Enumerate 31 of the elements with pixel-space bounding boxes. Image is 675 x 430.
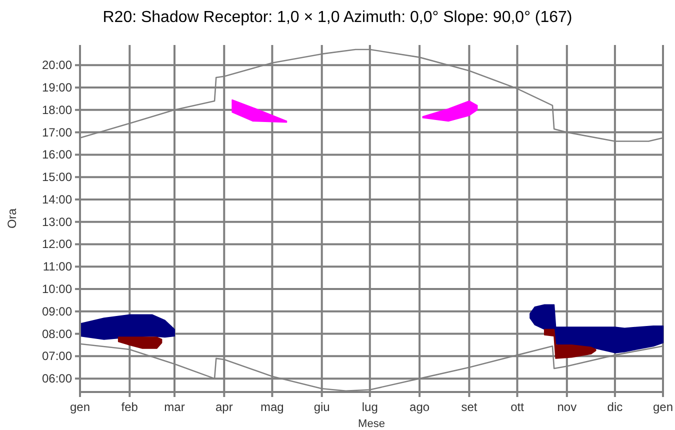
chart-title: R20: Shadow Receptor: 1,0 × 1,0 Azimuth: 0,0° Slope: 90,0° (167) [102, 9, 572, 26]
x-tick-label: ott [510, 400, 525, 414]
y-tick-label: 10:00 [42, 282, 72, 296]
y-tick-label: 14:00 [42, 192, 72, 206]
x-tick-label: apr [215, 400, 233, 414]
x-axis-title: Mese [358, 418, 385, 430]
x-tick-label: dic [607, 400, 623, 414]
x-tick-label: mar [164, 400, 185, 414]
y-tick-label: 07:00 [42, 349, 72, 364]
x-tick-label: set [461, 400, 478, 414]
x-tick-label: mag [260, 400, 284, 414]
y-tick-label: 15:00 [42, 170, 72, 184]
x-tick-label: gen [70, 400, 90, 414]
y-tick-label: 16:00 [42, 148, 72, 162]
y-tick-label: 11:00 [42, 260, 72, 274]
y-tick-label: 06:00 [42, 372, 72, 386]
y-tick-label: 19:00 [42, 80, 72, 95]
y-tick-label: 20:00 [42, 58, 72, 72]
y-tick-label: 18:00 [42, 102, 72, 117]
y-tick-label: 13:00 [42, 214, 72, 229]
y-axis-title: Ora [5, 208, 19, 229]
y-tick-label: 08:00 [42, 326, 72, 341]
y-tick-label: 12:00 [42, 237, 72, 252]
x-tick-label: nov [557, 400, 577, 414]
x-tick-label: gen [652, 400, 674, 414]
y-tick-label: 09:00 [42, 304, 72, 318]
y-tick-label: 17:00 [42, 125, 72, 140]
x-tick-label: ago [410, 400, 430, 414]
x-tick-label: feb [121, 400, 138, 414]
x-tick-label: lug [362, 400, 378, 414]
x-tick-label: giu [314, 400, 330, 414]
